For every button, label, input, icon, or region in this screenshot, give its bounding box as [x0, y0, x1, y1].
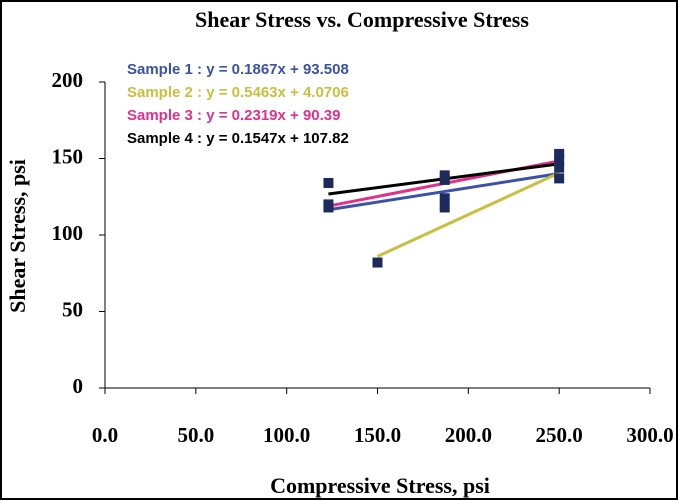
y-tick-label: 200: [52, 68, 84, 92]
data-point: [439, 193, 450, 204]
data-point: [323, 202, 334, 213]
x-tick-label: 150.0: [354, 423, 401, 447]
data-point: [554, 148, 565, 159]
y-tick-label: 100: [52, 221, 84, 245]
data-point: [372, 257, 383, 268]
legend: Sample 1 : y = 0.1867x + 93.508 Sample 2 …: [127, 61, 349, 147]
data-point: [439, 174, 450, 185]
y-tick-label: 150: [52, 144, 84, 168]
y-tick-label: 0: [73, 374, 84, 398]
y-axis-label: Shear Stress, psi: [5, 159, 30, 313]
legend-entry: Sample 3 : y = 0.2319x + 90.39: [127, 107, 341, 124]
legend-entry: Sample 1 : y = 0.1867x + 93.508: [127, 61, 349, 78]
x-axis-label: Compressive Stress, psi: [270, 473, 490, 498]
x-tick-label: 50.0: [177, 423, 214, 447]
data-point: [323, 177, 334, 188]
legend-entry: Sample 4 : y = 0.1547x + 107.82: [127, 130, 349, 147]
data-point: [439, 202, 450, 213]
y-tick-label: 50: [62, 297, 83, 321]
x-tick-label: 250.0: [536, 423, 583, 447]
x-tick-label: 200.0: [445, 423, 492, 447]
legend-entry: Sample 2 : y = 0.5463x + 4.0706: [127, 84, 349, 101]
trend-line: [376, 171, 560, 258]
data-point: [554, 162, 565, 173]
trend-line: [328, 172, 560, 212]
x-tick-label: 100.0: [263, 423, 310, 447]
x-tick-label: 0.0: [92, 423, 118, 447]
data-point: [554, 173, 565, 184]
x-tick-label: 300.0: [626, 423, 673, 447]
data-point: [554, 155, 565, 166]
chart-title: Shear Stress vs. Compressive Stress: [195, 7, 529, 32]
